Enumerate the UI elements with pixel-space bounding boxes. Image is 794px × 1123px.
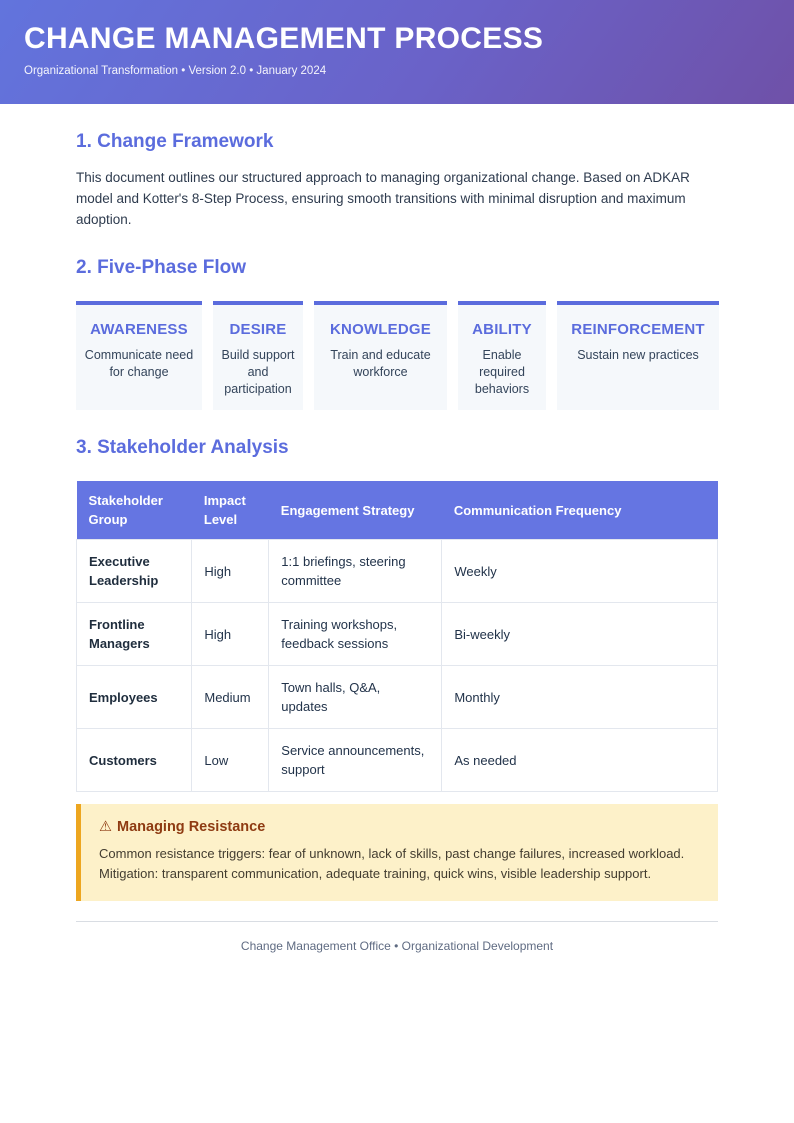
- phase-title: DESIRE: [229, 321, 287, 338]
- callout-body: Common resistance triggers: fear of unkn…: [99, 846, 685, 881]
- section-five-phase-flow: 2. Five-Phase Flow AWARENESS Communicate…: [76, 257, 719, 410]
- cell-stakeholder-group: Executive Leadership: [75, 539, 193, 603]
- footer-text: Change Management Office • Organizationa…: [240, 939, 554, 953]
- section-stakeholder-analysis: 3. Stakeholder Analysis Stakeholder Grou…: [75, 437, 718, 792]
- document-body: 1. Change Framework This document outlin…: [0, 131, 794, 953]
- column-header-impact-level: Impact Level: [191, 481, 269, 540]
- document-footer: Change Management Office • Organizationa…: [76, 921, 718, 953]
- cell-engagement-strategy: Training workshops, feedback sessions: [268, 602, 443, 666]
- page-title: CHANGE MANAGEMENT PROCESS: [24, 22, 544, 55]
- callout-title: ⚠ Managing Resistance: [99, 819, 700, 835]
- phase-title: KNOWLEDGE: [330, 321, 431, 338]
- cell-stakeholder-group: Customers: [75, 728, 193, 792]
- phase-title: AWARENESS: [90, 321, 188, 338]
- table-header-row: Stakeholder Group Impact Level Engagemen…: [76, 481, 718, 540]
- phase-box-desire: DESIRE Build support and participation: [213, 301, 303, 410]
- table-row: Executive Leadership High 1:1 briefings,…: [75, 539, 718, 603]
- phase-box-ability: ABILITY Enable required behaviors: [458, 301, 546, 410]
- cell-impact-level: Low: [191, 728, 270, 792]
- phase-box-reinforcement: REINFORCEMENT Sustain new practices: [557, 301, 719, 410]
- framework-paragraph: This document outlines our structured ap…: [76, 170, 690, 227]
- cell-communication-frequency: Bi-weekly: [441, 602, 718, 666]
- cell-engagement-strategy: 1:1 briefings, steering committee: [268, 539, 443, 603]
- stakeholder-table: Stakeholder Group Impact Level Engagemen…: [75, 481, 718, 792]
- cell-engagement-strategy: Service announcements, support: [268, 728, 443, 792]
- cell-impact-level: High: [191, 539, 270, 603]
- cell-stakeholder-group: Employees: [75, 665, 193, 729]
- phase-description: Enable required behaviors: [474, 348, 530, 396]
- managing-resistance-callout: ⚠ Managing Resistance Common resistance t…: [76, 804, 718, 901]
- column-header-stakeholder-group: Stakeholder Group: [76, 481, 192, 540]
- warning-icon: ⚠: [99, 819, 112, 835]
- cell-communication-frequency: As needed: [441, 728, 718, 792]
- table-row: Employees Medium Town halls, Q&A, update…: [75, 665, 718, 729]
- section-heading-framework: 1. Change Framework: [76, 131, 274, 152]
- column-header-engagement-strategy: Engagement Strategy: [268, 481, 442, 540]
- phase-box-knowledge: KNOWLEDGE Train and educate workforce: [314, 301, 447, 410]
- document-header: CHANGE MANAGEMENT PROCESS Organizational…: [0, 0, 794, 104]
- table-row: Frontline Managers High Training worksho…: [75, 602, 718, 666]
- phase-row: AWARENESS Communicate need for change DE…: [76, 301, 719, 410]
- phase-description: Sustain new practices: [577, 348, 699, 362]
- section-heading-stakeholders: 3. Stakeholder Analysis: [76, 437, 289, 458]
- phase-title: REINFORCEMENT: [571, 321, 705, 338]
- cell-stakeholder-group: Frontline Managers: [75, 602, 193, 666]
- phase-title: ABILITY: [472, 321, 532, 338]
- table-row: Customers Low Service announcements, sup…: [75, 728, 718, 792]
- phase-description: Communicate need for change: [84, 348, 194, 379]
- cell-communication-frequency: Weekly: [441, 539, 718, 603]
- cell-impact-level: High: [191, 602, 270, 666]
- phase-box-awareness: AWARENESS Communicate need for change: [76, 301, 202, 410]
- cell-engagement-strategy: Town halls, Q&A, updates: [268, 665, 443, 729]
- page-subtitle: Organizational Transformation • Version …: [24, 65, 327, 77]
- phase-description: Build support and participation: [221, 348, 295, 396]
- cell-communication-frequency: Monthly: [441, 665, 718, 729]
- callout-heading-text: Managing Resistance: [117, 819, 266, 835]
- phase-description: Train and educate workforce: [330, 348, 431, 379]
- section-heading-phases: 2. Five-Phase Flow: [76, 257, 246, 278]
- column-header-communication-frequency: Communication Frequency: [441, 481, 718, 540]
- section-change-framework: 1. Change Framework This document outlin…: [76, 131, 718, 230]
- cell-impact-level: Medium: [191, 665, 270, 729]
